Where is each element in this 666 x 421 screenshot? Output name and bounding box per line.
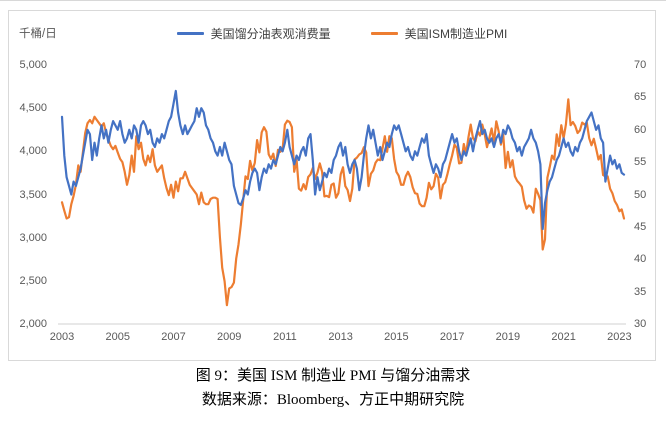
right-axis-tick-label: 30 [634, 318, 647, 330]
right-axis-tick-label: 45 [634, 220, 647, 233]
figure-caption: 图 9：美国 ISM 制造业 PMI 与馏分油需求 数据来源：Bloomberg… [0, 364, 666, 412]
x-axis-tick-label: 2021 [551, 331, 576, 343]
page-top-border-line [0, 0, 666, 1]
legend-item-label: 美国馏分油表观消费量 [210, 26, 331, 41]
x-axis-tick-label: 2011 [273, 331, 297, 343]
right-axis-tick-label: 60 [634, 123, 647, 136]
legend-item-label: 美国ISM制造业PMI [404, 26, 508, 41]
right-axis-tick-label: 35 [634, 285, 647, 298]
x-axis-tick-label: 2015 [384, 331, 409, 343]
legend-line-icon-orange [370, 31, 398, 35]
left-axis-tick-label: 5,000 [19, 59, 47, 71]
left-axis-tick-label: 4,000 [19, 145, 47, 158]
left-axis-tick-label: 2,000 [19, 318, 47, 330]
left-axis-tick-label: 4,500 [19, 102, 47, 115]
right-axis-tick-label: 50 [634, 188, 647, 201]
x-axis-tick-label: 2009 [216, 331, 242, 343]
series-line-distillate [60, 89, 626, 231]
left-axis-tick-label: 3,500 [19, 188, 47, 201]
x-axis-tick-label: 2023 [607, 331, 632, 343]
chart-figure: 千桶/日 美国馏分油表观消费量 美国ISM制造业PMI 5,000 4,500 4,… [8, 10, 656, 361]
x-axis-tick-label: 2019 [495, 331, 521, 343]
x-axis-tick-label: 2007 [161, 331, 186, 343]
figure-caption-title: 图 9：美国 ISM 制造业 PMI 与馏分油需求 [195, 368, 471, 384]
right-axis-tick-label: 70 [634, 59, 647, 71]
legend-item-pmi: 美国ISM制造业PMI [370, 25, 508, 42]
x-axis-tick-label: 2003 [49, 331, 75, 343]
x-axis-tick-label: 2005 [105, 331, 130, 343]
chart-legend: 美国馏分油表观消费量 美国ISM制造业PMI [58, 24, 626, 42]
right-axis-tick-label: 55 [634, 156, 647, 169]
x-axis-tick-label: 2017 [439, 331, 465, 343]
left-axis-unit-label: 千桶/日 [19, 28, 57, 40]
left-axis-tick-label: 2,500 [19, 274, 47, 287]
chart-plot-area [58, 89, 626, 325]
legend-line-icon-blue [176, 31, 204, 35]
figure-caption-source: 数据来源：Bloomberg、方正中期研究院 [201, 392, 465, 408]
left-axis-tick-label: 3,000 [19, 231, 47, 244]
x-axis-tick-label: 2013 [328, 331, 353, 343]
legend-item-distillate: 美国馏分油表观消费量 [176, 25, 331, 42]
right-axis-tick-label: 65 [634, 91, 647, 104]
right-axis-tick-label: 40 [634, 253, 647, 266]
series-line-pmi [60, 98, 626, 307]
